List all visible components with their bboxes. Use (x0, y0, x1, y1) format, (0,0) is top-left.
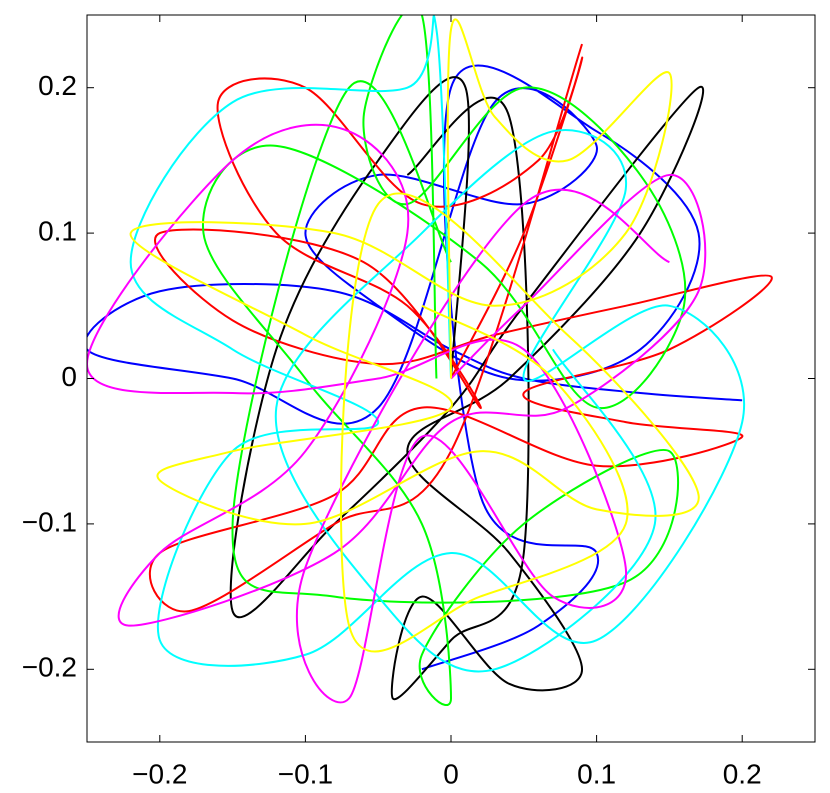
x-tick-label: 0.1 (577, 758, 616, 789)
trajectory (129, 15, 745, 673)
y-tick-label: −0.2 (22, 652, 77, 683)
trajectory (148, 43, 773, 613)
trajectory (229, 76, 704, 701)
x-tick-label: 0 (443, 758, 459, 789)
x-tick-label: 0.2 (723, 758, 762, 789)
trajectory (201, 15, 687, 706)
trajectory (129, 18, 700, 653)
y-tick-label: 0.2 (38, 70, 77, 101)
y-tick-label: 0.1 (38, 215, 77, 246)
plot-lines (87, 15, 773, 706)
y-tick-label: −0.1 (22, 506, 77, 537)
x-tick-label: −0.2 (132, 758, 187, 789)
x-tick-label: −0.1 (278, 758, 333, 789)
y-tick-label: 0 (61, 361, 77, 392)
trajectory (87, 123, 707, 704)
